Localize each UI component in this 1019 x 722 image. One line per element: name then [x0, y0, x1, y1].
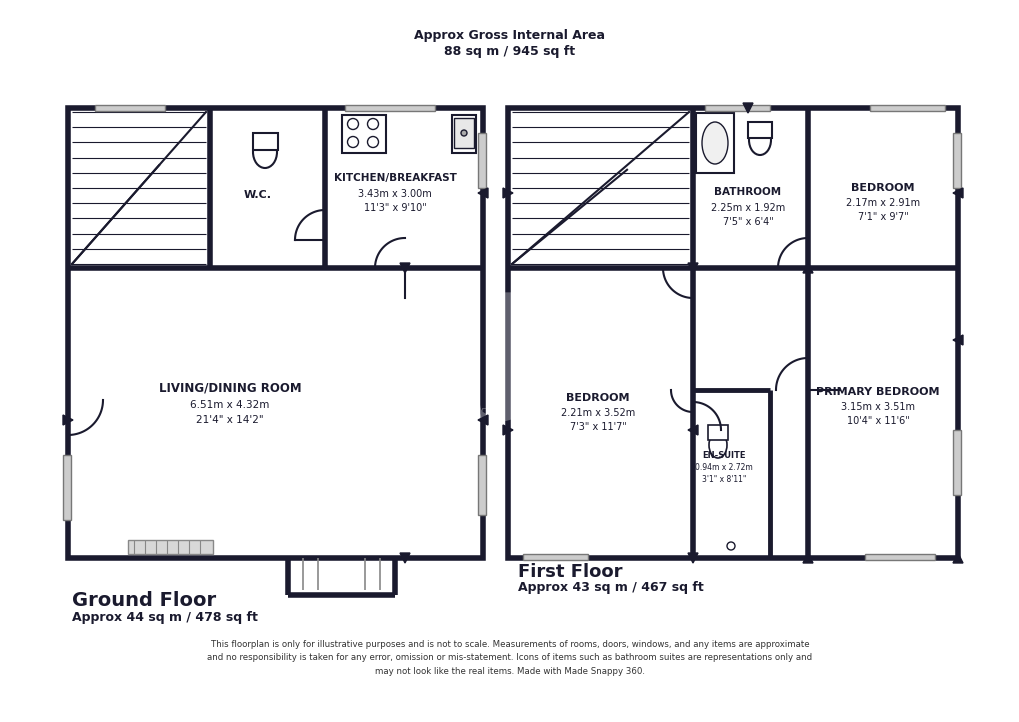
Text: PRIMARY BEDROOM: PRIMARY BEDROOM [815, 387, 938, 397]
Circle shape [367, 136, 378, 147]
Text: 2.25m x 1.92m: 2.25m x 1.92m [710, 203, 785, 213]
Text: EN-SUITE: EN-SUITE [701, 451, 745, 459]
Bar [127, 540, 213, 554]
Bar [344, 105, 434, 111]
Bar [451, 115, 476, 153]
Bar [864, 554, 934, 560]
Bar [695, 113, 734, 173]
Text: W.C.: W.C. [244, 190, 272, 200]
Text: 7'5" x 6'4": 7'5" x 6'4" [721, 217, 772, 227]
Polygon shape [952, 335, 962, 345]
Text: BEDROOM: BEDROOM [566, 393, 629, 403]
Bar [507, 108, 692, 558]
Polygon shape [688, 553, 697, 563]
Text: BATHROOM: BATHROOM [713, 187, 781, 197]
Text: BEDROOM: BEDROOM [851, 183, 914, 193]
Text: 2.21m x 3.52m: 2.21m x 3.52m [560, 408, 635, 418]
Text: KITCHEN/BREAKFAST: KITCHEN/BREAKFAST [333, 173, 455, 183]
Text: 21'4" x 14'2": 21'4" x 14'2" [196, 415, 264, 425]
Polygon shape [399, 263, 410, 273]
Text: 3.43m x 3.00m: 3.43m x 3.00m [358, 189, 431, 199]
Ellipse shape [748, 125, 770, 155]
Text: First Floor: First Floor [518, 563, 622, 581]
Polygon shape [502, 425, 513, 435]
Polygon shape [688, 263, 697, 273]
Circle shape [727, 542, 735, 550]
Polygon shape [688, 425, 697, 435]
Bar [707, 425, 728, 440]
Text: Approx 43 sq m / 467 sq ft: Approx 43 sq m / 467 sq ft [518, 581, 703, 594]
Bar [63, 455, 71, 520]
Text: ESTATE  AGENTS: ESTATE AGENTS [437, 408, 587, 422]
Text: 2.17m x 2.91m: 2.17m x 2.91m [845, 198, 919, 208]
Text: 3'1" x 8'11": 3'1" x 8'11" [701, 474, 746, 484]
Polygon shape [952, 188, 962, 198]
Text: 10'4" x 11'6": 10'4" x 11'6" [846, 416, 909, 426]
Ellipse shape [708, 432, 727, 458]
Circle shape [347, 118, 358, 129]
Ellipse shape [253, 136, 277, 168]
Bar [523, 554, 587, 560]
Bar [253, 133, 278, 150]
Polygon shape [802, 263, 812, 273]
Polygon shape [952, 553, 962, 563]
Bar [704, 105, 769, 111]
Circle shape [461, 130, 467, 136]
Bar [478, 455, 485, 515]
Polygon shape [742, 103, 752, 113]
Polygon shape [63, 415, 73, 425]
Text: 3.15m x 3.51m: 3.15m x 3.51m [841, 402, 914, 412]
Text: 6.51m x 4.32m: 6.51m x 4.32m [191, 400, 269, 410]
Text: 7'1" x 9'7": 7'1" x 9'7" [857, 212, 908, 222]
Bar [869, 105, 944, 111]
Polygon shape [502, 188, 513, 198]
Bar [68, 108, 483, 558]
Bar [478, 133, 485, 188]
Polygon shape [399, 553, 410, 563]
Ellipse shape [701, 122, 728, 164]
Text: Approx Gross Internal Area: Approx Gross Internal Area [414, 30, 605, 43]
Polygon shape [478, 188, 487, 198]
Circle shape [367, 118, 378, 129]
Polygon shape [802, 553, 812, 563]
Bar [453, 118, 474, 148]
Bar [325, 108, 484, 558]
Text: J: J [480, 288, 545, 422]
Text: LIVING/DINING ROOM: LIVING/DINING ROOM [159, 381, 301, 394]
Bar [747, 122, 771, 138]
Text: 7'3" x 11'7": 7'3" x 11'7" [569, 422, 626, 432]
Text: 0.94m x 2.72m: 0.94m x 2.72m [694, 464, 752, 472]
Text: 88 sq m / 945 sq ft: 88 sq m / 945 sq ft [444, 45, 575, 58]
Polygon shape [478, 415, 487, 425]
Text: This floorplan is only for illustrative purposes and is not to scale. Measuremen: This floorplan is only for illustrative … [207, 640, 812, 676]
Bar [952, 430, 960, 495]
Bar [507, 108, 957, 558]
Bar [95, 105, 165, 111]
Text: 11'3" x 9'10": 11'3" x 9'10" [363, 203, 426, 213]
Text: Ground Floor: Ground Floor [72, 591, 216, 609]
Bar [952, 133, 960, 188]
Circle shape [347, 136, 358, 147]
Text: Approx 44 sq m / 478 sq ft: Approx 44 sq m / 478 sq ft [72, 612, 258, 625]
Bar [341, 115, 385, 153]
